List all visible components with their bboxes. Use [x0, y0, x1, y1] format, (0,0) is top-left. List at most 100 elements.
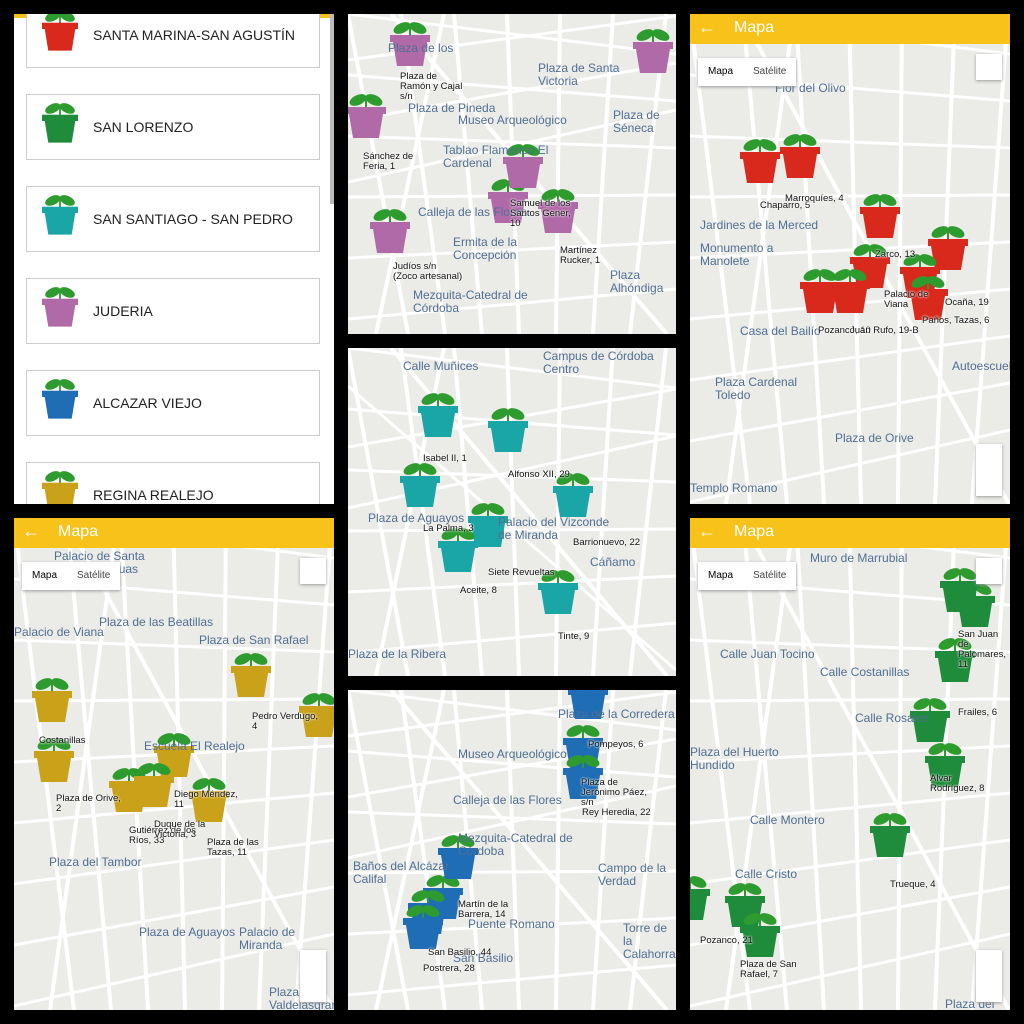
marker-label: Palacio de Viana — [884, 289, 929, 310]
street — [348, 916, 676, 936]
pot-marker — [925, 743, 965, 787]
pot-body — [833, 289, 867, 313]
fullscreen-button[interactable] — [300, 558, 326, 584]
pot-marker — [32, 678, 72, 722]
map-type-button[interactable]: Satélite — [753, 570, 787, 581]
map-type-button[interactable]: Mapa — [708, 66, 734, 77]
pot-body — [421, 413, 455, 437]
pot-rim — [935, 651, 975, 658]
map-panel: Palacio de Santa María de Aguas SantasPl… — [14, 518, 334, 1010]
district-item[interactable]: SANTA MARINA-SAN AGUSTÍN — [26, 14, 320, 68]
street — [628, 690, 668, 1010]
leaf — [944, 743, 962, 755]
pot-body — [393, 42, 427, 66]
street — [591, 690, 615, 1010]
leaf — [45, 287, 61, 298]
pot-marker — [910, 698, 950, 742]
district-item[interactable]: JUDERIA — [26, 278, 320, 344]
marker-label: Duque de la Victoria, 3 — [154, 819, 206, 840]
district-item[interactable]: SAN LORENZO — [26, 94, 320, 160]
leaf — [419, 463, 437, 475]
pot-rim — [563, 768, 603, 775]
pot-marker — [538, 570, 578, 614]
place-label: Mezquita-Catedral de Córdoba — [458, 831, 573, 858]
street — [220, 518, 228, 1010]
leaf — [45, 14, 61, 22]
pot-marker — [42, 287, 78, 327]
marker-label: Judíos s/n (Zoco artesanal) — [393, 261, 463, 282]
back-arrow[interactable]: ← — [698, 521, 716, 541]
marker-label: Rey Heredia, 22 — [582, 807, 651, 818]
place-label: Calleja de las Flores — [453, 793, 562, 807]
street — [14, 791, 334, 825]
district-item[interactable]: ALCAZAR VIEJO — [26, 370, 320, 436]
district-item[interactable]: REGINA REALEJO — [26, 462, 320, 504]
zoom-control[interactable] — [300, 950, 326, 1002]
marker-label: Frailes, 6 — [958, 707, 998, 718]
street — [14, 885, 334, 947]
zoom-control[interactable] — [976, 444, 1002, 496]
leaf — [365, 94, 383, 106]
place-label: Palacio de Miranda — [239, 925, 296, 952]
place-label: Campo de la Verdad — [598, 861, 667, 888]
leaf — [59, 195, 75, 206]
map-type-button[interactable]: Mapa — [32, 570, 58, 581]
marker-label: Trueque, 4 — [890, 879, 936, 890]
place-label: Muro de Marrubial — [810, 551, 908, 565]
place-label: Calle Costanillas — [820, 665, 910, 679]
pot-body — [541, 590, 575, 614]
map-type-button[interactable]: Satélite — [753, 66, 787, 77]
zoom-control[interactable] — [976, 950, 1002, 1002]
street — [48, 518, 120, 1010]
pot-marker — [488, 408, 528, 452]
leaf — [541, 189, 559, 201]
leaf — [59, 14, 75, 22]
scrollbar — [330, 14, 334, 204]
pot-body — [44, 213, 76, 235]
leaf — [426, 875, 444, 887]
place-label: Calle Rosales — [855, 711, 930, 725]
pot-body — [302, 713, 334, 737]
pot-rim — [134, 776, 174, 783]
leaf — [582, 725, 600, 737]
pot-marker — [42, 379, 78, 419]
street — [14, 932, 334, 1008]
back-arrow[interactable]: ← — [22, 521, 40, 541]
leaf — [819, 269, 837, 281]
leaf — [879, 194, 897, 206]
place-label: Plaza de la Ribera — [348, 647, 447, 661]
pot-marker — [940, 568, 980, 612]
pot-body — [44, 305, 76, 327]
street — [374, 14, 446, 334]
leaf — [566, 755, 584, 767]
leaf — [911, 276, 929, 288]
pot-rim — [34, 751, 74, 758]
district-item[interactable]: SAN SANTIAGO - SAN PEDRO — [26, 186, 320, 252]
street — [690, 381, 1010, 443]
fullscreen-button[interactable] — [976, 558, 1002, 584]
place-label: Plaza de Aguayos — [368, 511, 465, 525]
map-type-button[interactable]: Mapa — [708, 570, 734, 581]
district-name: JUDERIA — [93, 303, 153, 319]
pot-rim — [850, 257, 890, 264]
place-label: Calle Muñices — [403, 359, 479, 373]
street — [794, 518, 826, 1010]
street — [628, 348, 668, 676]
fullscreen-button[interactable] — [976, 54, 1002, 80]
pot-marker — [553, 473, 593, 517]
street — [690, 334, 1010, 382]
street — [452, 14, 484, 334]
leaf — [406, 905, 424, 917]
pot-rim — [538, 583, 578, 590]
district-name: REGINA REALEJO — [93, 487, 214, 503]
pot-marker — [390, 22, 430, 66]
back-arrow[interactable]: ← — [698, 17, 716, 37]
place-label: Plaza del Tambor — [49, 855, 142, 869]
street — [690, 193, 1010, 199]
pot-rim — [390, 35, 430, 42]
pot-icon — [42, 287, 78, 327]
map-type-button[interactable]: Satélite — [77, 570, 111, 581]
pot-rim — [503, 157, 543, 164]
pot-body — [556, 493, 590, 517]
pot-rim — [299, 706, 334, 713]
